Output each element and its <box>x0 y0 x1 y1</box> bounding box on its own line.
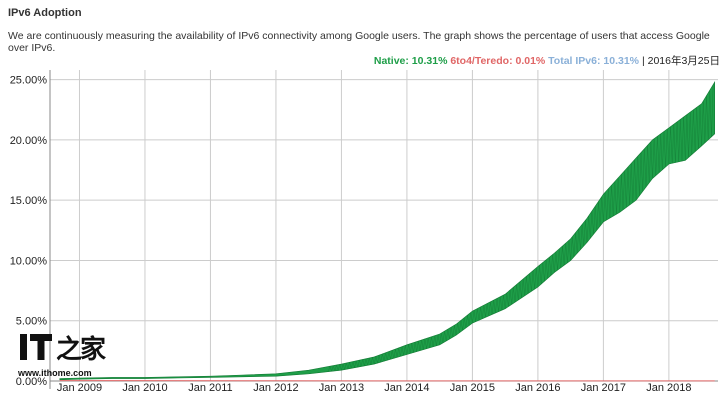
svg-text:家: 家 <box>80 334 106 365</box>
y-tick-label: 5.00% <box>16 316 47 328</box>
ithome-logo-icon: 之 家 <box>20 334 106 365</box>
legend-separator: | <box>641 55 645 67</box>
x-tick-label: Jan 2013 <box>319 382 364 394</box>
x-tick-label: Jan 2016 <box>515 382 560 394</box>
series-native-band <box>59 81 715 381</box>
legend-teredo[interactable]: 6to4/Teredo: 0.01% <box>450 55 546 67</box>
x-tick-label: Jan 2009 <box>57 382 102 394</box>
legend: Native: 10.31% 6to4/Teredo: 0.01% Total … <box>374 53 720 68</box>
x-tick-label: Jan 2011 <box>188 382 232 394</box>
legend-total[interactable]: Total IPv6: 10.31% <box>548 55 640 67</box>
grid <box>49 70 718 389</box>
chart-description: We are continuously measuring the availa… <box>8 30 710 54</box>
watermark-url: www.ithome.com <box>18 368 92 378</box>
x-tick-label: Jan 2018 <box>646 382 691 394</box>
y-tick-label: 25.00% <box>10 75 48 87</box>
x-axis: Jan 2009 Jan 2010 Jan 2011 Jan 2012 Jan 2013… <box>57 382 692 394</box>
svg-text:之: 之 <box>56 334 82 365</box>
x-tick-label: Jan 2012 <box>253 382 298 394</box>
y-tick-label: 10.00% <box>10 255 48 267</box>
y-tick-label: 0.00% <box>16 376 47 388</box>
legend-date: 2016年3月25日 <box>647 55 720 67</box>
chart-title: IPv6 Adoption <box>8 7 82 19</box>
legend-native[interactable]: Native: 10.31% <box>373 55 448 67</box>
x-tick-label: Jan 2010 <box>122 382 167 394</box>
y-tick-label: 15.00% <box>10 195 48 207</box>
y-tick-label: 20.00% <box>10 135 48 147</box>
y-axis: 0.00% 5.00% 10.00% 15.00% 20.00% 25.00% <box>10 75 48 388</box>
series-area <box>59 81 715 382</box>
x-tick-label: Jan 2014 <box>384 382 429 394</box>
series-native-line <box>328 84 714 373</box>
x-tick-label: Jan 2015 <box>450 382 495 394</box>
x-tick-label: Jan 2017 <box>581 382 626 394</box>
